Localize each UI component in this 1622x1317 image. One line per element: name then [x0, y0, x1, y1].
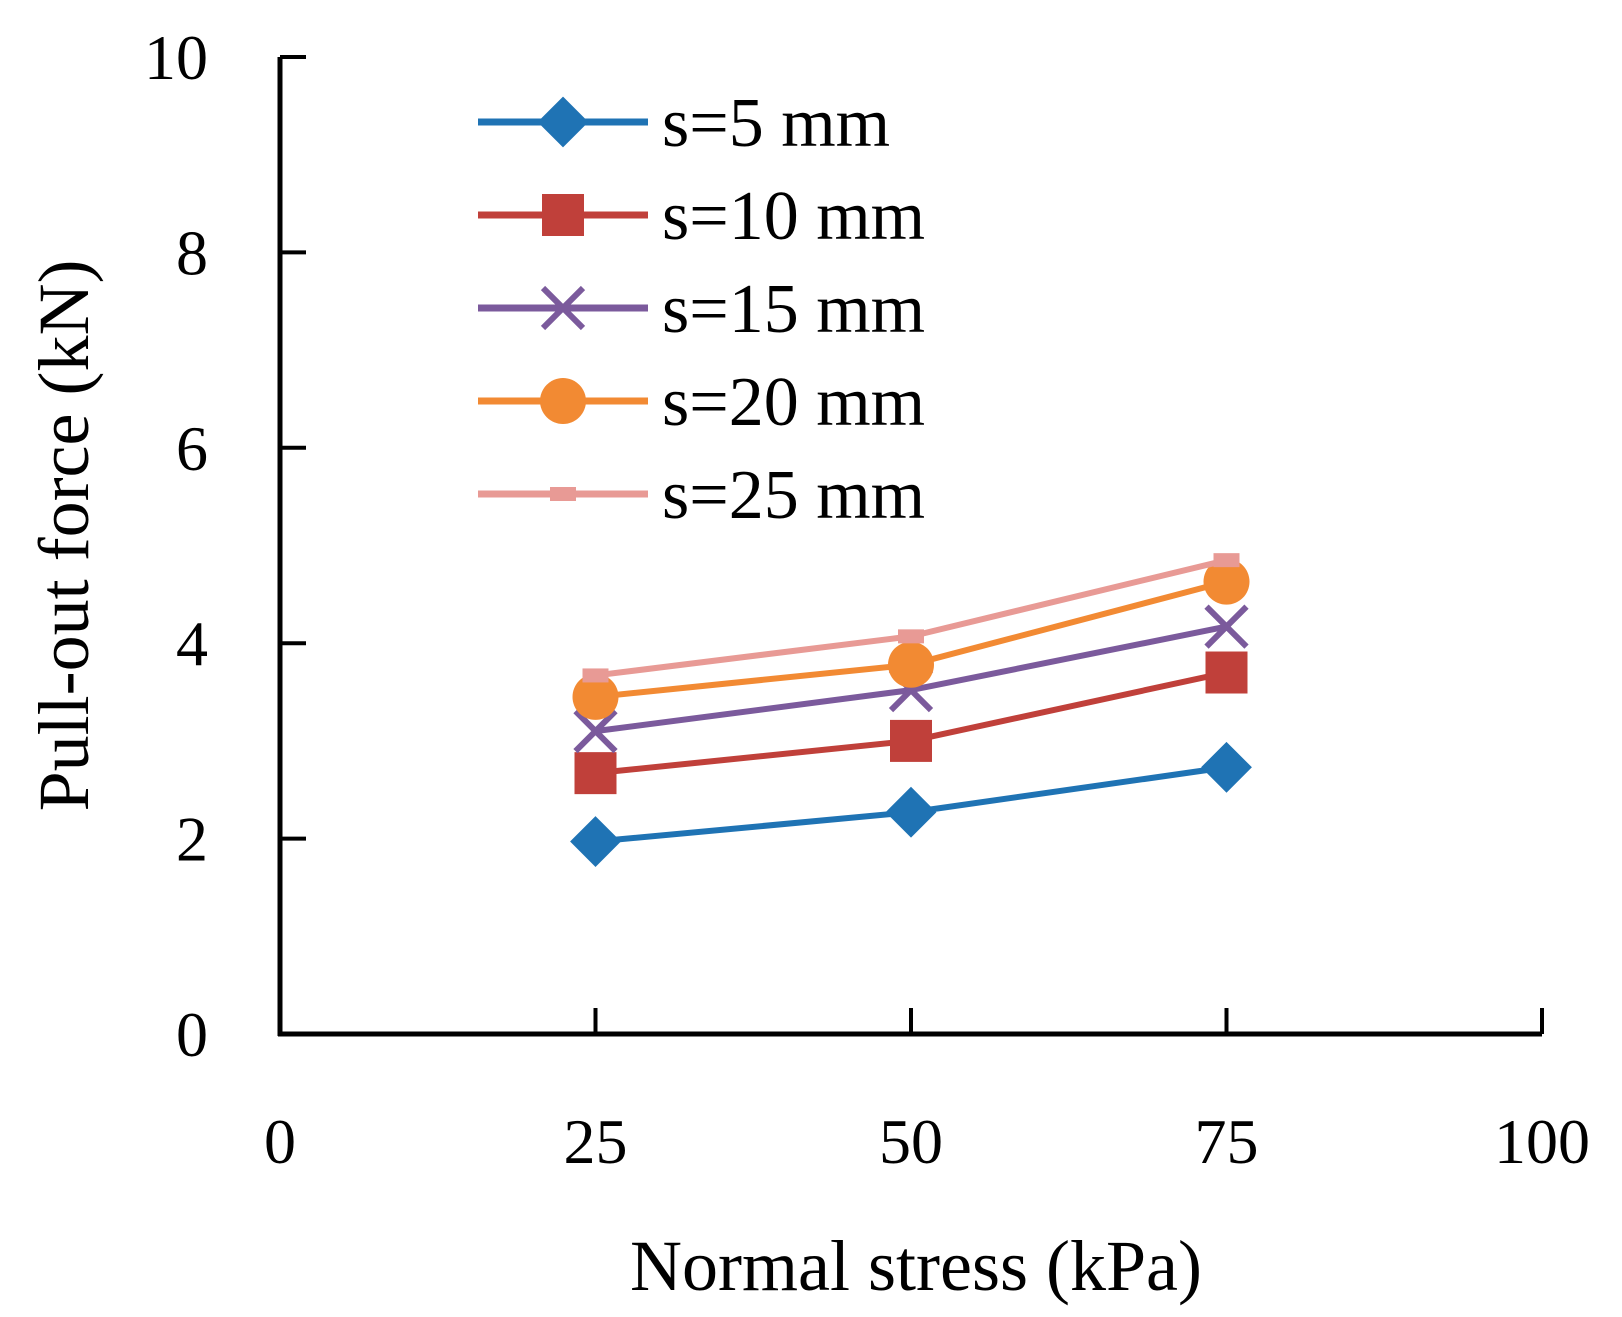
x-tick-label: 0	[264, 1106, 296, 1177]
data-point-series-2	[574, 752, 617, 795]
data-point-series-2	[890, 719, 932, 762]
legend-marker-4	[540, 378, 586, 424]
data-point-series-4	[888, 641, 934, 688]
data-point-series-5	[898, 629, 924, 644]
data-point-series-4	[1203, 558, 1250, 605]
legend-label-5: s=25 mm	[662, 457, 925, 534]
legend-marker-1	[537, 96, 589, 148]
legend-marker-2	[542, 194, 584, 236]
y-axis-title: Pull-out force (kN)	[24, 260, 104, 812]
legend: s=5 mm s=10 mm s=15 mm s=20 mm s=25 mm	[478, 85, 925, 534]
legend-marker-5	[550, 487, 576, 501]
legend-marker-3-stroke-b	[540, 285, 586, 331]
x-tick-label: 25	[564, 1106, 628, 1177]
y-tick-label: 0	[176, 999, 208, 1070]
data-point-series-3-stroke-b	[573, 709, 618, 754]
data-point-series-1	[885, 786, 937, 838]
series-layer	[570, 553, 1252, 867]
y-tick-label: 2	[176, 804, 208, 875]
data-point-series-4	[572, 673, 619, 720]
legend-label-2: s=10 mm	[662, 178, 925, 255]
legend-marker-3	[540, 285, 586, 331]
data-point-series-3	[1204, 604, 1249, 649]
x-tick-label: 75	[1195, 1106, 1259, 1177]
data-point-series-3-stroke-b	[1204, 604, 1249, 649]
y-tick-label: 4	[176, 608, 208, 679]
legend-label-1: s=5 mm	[662, 85, 890, 162]
data-point-series-1	[570, 816, 621, 867]
data-point-series-5	[582, 668, 609, 683]
data-point-series-5	[1213, 553, 1240, 568]
data-point-series-2	[1205, 651, 1248, 694]
y-tick-label: 8	[176, 217, 208, 288]
y-tick-label: 6	[176, 413, 208, 484]
x-tick-label: 100	[1494, 1106, 1590, 1177]
y-tick-label: 10	[144, 22, 208, 93]
data-point-series-1	[1201, 741, 1252, 793]
legend-label-4: s=20 mm	[662, 364, 925, 441]
legend-label-3: s=15 mm	[662, 271, 925, 348]
x-tick-label: 50	[879, 1106, 943, 1177]
data-point-series-3	[573, 709, 618, 754]
x-axis-title: Normal stress (kPa)	[630, 1226, 1202, 1306]
